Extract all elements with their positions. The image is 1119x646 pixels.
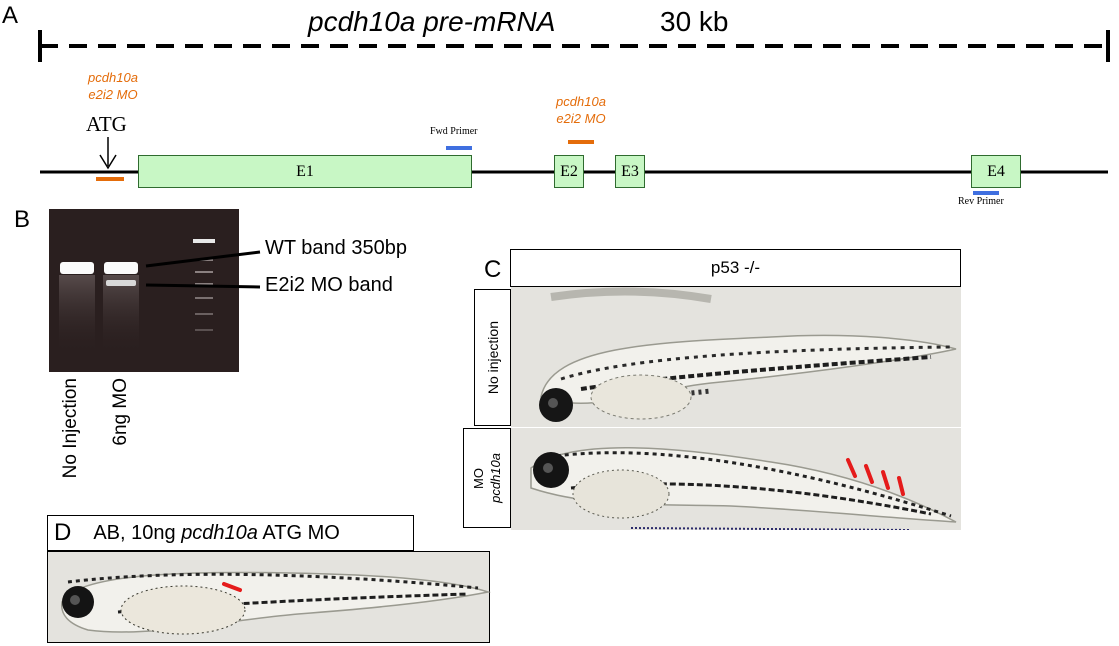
mo-label-left: pcdh10a e2i2 MO [74, 69, 152, 103]
pre-mrna-length: 30 kb [660, 6, 729, 37]
defect-arrow [222, 582, 242, 592]
panel-b-letter: B [14, 206, 31, 233]
row-label-no-injection-box: No injection [474, 289, 511, 426]
atg-arrow-head [99, 154, 117, 170]
atg-mo-target-bar [96, 177, 124, 181]
embryo-image-atg-mo [47, 551, 491, 643]
panel-d-title-suffix: ATG MO [257, 521, 340, 544]
genotype-header: p53 -/- [510, 249, 961, 287]
mo-band-label: E2i2 MO band [265, 274, 393, 296]
exon-e3: E3 [615, 155, 645, 188]
gel-bands [59, 239, 215, 355]
row-label-mo-line1: pcdh10a [488, 453, 503, 503]
lane-label-no-injection: No Injection [60, 378, 81, 479]
mo-label-mid-line2: e2i2 MO [556, 111, 606, 126]
panel-d-title-italic: pcdh10a [181, 521, 258, 544]
exon-e4: E4 [971, 155, 1021, 188]
panel-a-letter: A [2, 2, 19, 29]
rev-primer-bar [973, 191, 999, 195]
atg-label: ATG [86, 112, 127, 136]
rev-primer-label: Rev Primer [958, 196, 1004, 207]
panel-c-letter: C [484, 256, 502, 283]
row-label-mo-box: pcdh10a MO [463, 428, 511, 528]
mo-label-left-line2: e2i2 MO [88, 87, 138, 102]
pre-mrna-title: pcdh10a pre-mRNA [308, 6, 556, 37]
lane-label-6ng-mo: 6ng MO [110, 378, 131, 446]
panel-d-header: D AB, 10ng pcdh10a ATG MO [47, 515, 414, 551]
embryo-image-no-injection [511, 287, 961, 427]
embryo-image-mo [511, 428, 961, 530]
panel-d-title-prefix: AB, 10ng [93, 521, 182, 544]
somite-defect-arrows [846, 458, 905, 496]
wt-band-label: WT band 350bp [265, 237, 407, 259]
fwd-primer-label: Fwd Primer [430, 126, 478, 137]
mo-label-left-line1: pcdh10a [88, 70, 138, 85]
mo-label-mid: pcdh10a e2i2 MO [541, 93, 621, 127]
fwd-primer-bar [446, 146, 472, 150]
row-label-no-injection: No injection [484, 320, 501, 395]
row-label-mo-line2: MO [471, 467, 486, 489]
e2i2-mo-target-bar [568, 140, 594, 144]
exon-e2: E2 [554, 155, 584, 188]
gel-image [49, 209, 239, 372]
mo-label-mid-line1: pcdh10a [556, 94, 606, 109]
exon-e1: E1 [138, 155, 472, 188]
panel-d-letter: D [54, 519, 72, 546]
